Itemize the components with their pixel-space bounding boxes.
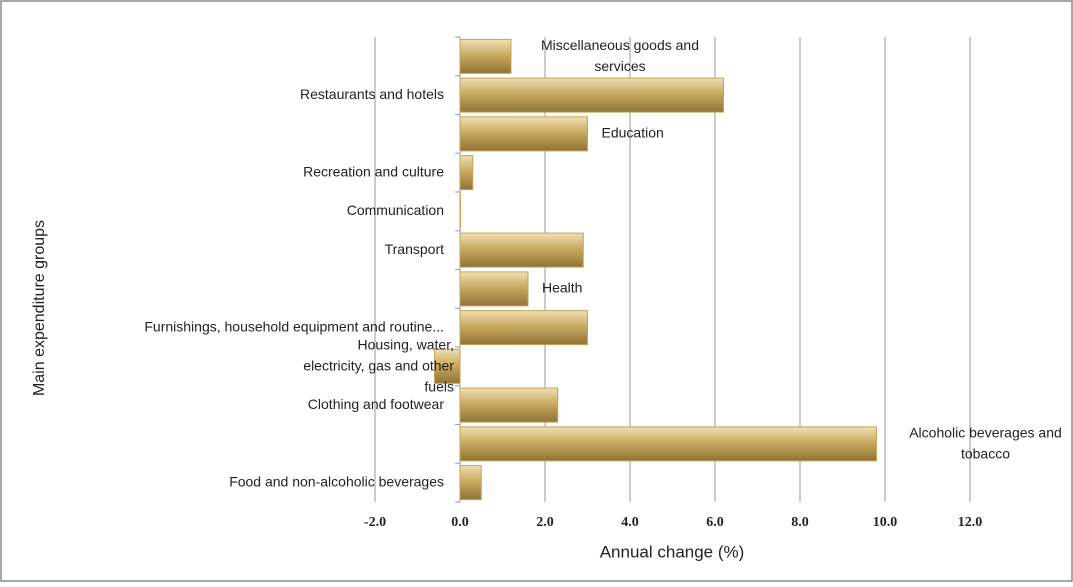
x-tick-label: -2.0	[364, 515, 386, 530]
x-tick-label: 8.0	[791, 515, 809, 530]
bar	[459, 38, 512, 74]
x-tick-label: 12.0	[958, 515, 983, 530]
category-label: Clothing and footwear	[308, 396, 445, 412]
y-axis-title: Main expenditure groups	[31, 220, 48, 396]
category-label: Health	[542, 280, 582, 296]
category-label: Miscellaneous goods and services	[541, 37, 699, 74]
x-tick-label: 2.0	[536, 515, 554, 530]
category-label: Recreation and culture	[303, 163, 444, 179]
bar	[459, 77, 724, 113]
x-tick-label: 6.0	[706, 515, 724, 530]
bar	[459, 465, 482, 501]
bar	[459, 271, 529, 307]
bar	[459, 155, 474, 191]
bar	[459, 116, 588, 152]
category-label: Restaurants and hotels	[300, 86, 444, 102]
bar	[434, 348, 461, 384]
bar	[459, 232, 584, 268]
x-tick-label: 0.0	[451, 515, 469, 530]
category-label: Food and non-alcoholic beverages	[229, 473, 444, 489]
category-label: Furnishings, household equipment and rou…	[144, 318, 444, 334]
x-axis-title: Annual change (%)	[600, 542, 745, 561]
category-label: Alcoholic beverages and tobacco	[909, 424, 1062, 461]
x-tick-label: 10.0	[873, 515, 898, 530]
category-label: Communication	[347, 202, 444, 218]
x-tick-label: 4.0	[621, 515, 639, 530]
category-label: Transport	[385, 241, 445, 257]
bar	[459, 387, 559, 423]
category-label: Education	[602, 125, 664, 141]
category-label: Housing, water, electricity, gas and othe…	[303, 336, 454, 394]
bar	[459, 310, 588, 346]
bar	[459, 426, 877, 462]
bar	[459, 193, 461, 229]
